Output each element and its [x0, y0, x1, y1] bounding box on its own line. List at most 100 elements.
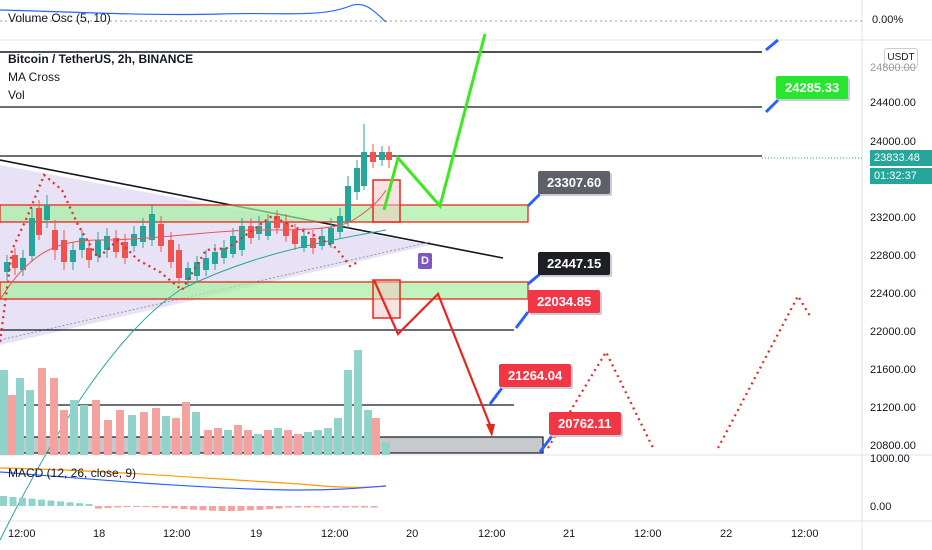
volume-bar — [234, 425, 242, 455]
candle-body — [379, 152, 385, 160]
price-axis-21600: 21600.00 — [870, 364, 916, 376]
volume-bar — [182, 402, 190, 455]
volume-bar — [334, 418, 342, 455]
macd-histogram-bar — [123, 506, 131, 508]
time-label: 12:00 — [634, 528, 662, 540]
candle-body — [86, 248, 92, 260]
vol-label[interactable]: Vol — [8, 88, 25, 102]
macd-histogram-bar — [38, 499, 45, 506]
macd-histogram-bar — [247, 506, 254, 511]
volume-bar — [152, 408, 160, 455]
volume-bar — [324, 428, 332, 455]
candle-body — [113, 238, 119, 252]
candle-body — [265, 222, 271, 236]
volume-bar — [224, 430, 232, 455]
ma-cross-label[interactable]: MA Cross — [8, 70, 61, 84]
macd-histogram-bar — [304, 506, 311, 508]
candle-body — [361, 152, 367, 186]
red-projection — [372, 279, 494, 431]
time-label: 20 — [406, 528, 419, 540]
callout-22034[interactable]: 22034.85 — [528, 290, 601, 313]
candle-body — [79, 238, 85, 250]
macd-title[interactable]: MACD (12, 26, close, 9) — [8, 466, 137, 480]
macd-histogram-bar — [370, 506, 378, 508]
volume-osc-legend: Volume Osc (5, 10) — [8, 9, 111, 27]
callout-23307[interactable]: 23307.60 — [538, 171, 611, 194]
volume-bar — [372, 418, 380, 455]
support-zone — [0, 204, 529, 223]
candle-body — [328, 228, 334, 244]
candle-body — [354, 168, 360, 192]
macd-histogram-bar — [104, 506, 112, 508]
macd-histogram-bar — [285, 506, 292, 508]
candle-body — [61, 240, 67, 262]
macd-histogram-bar — [313, 506, 321, 508]
volume-bar — [60, 410, 68, 455]
macd-histogram-bar — [266, 506, 273, 510]
currency-button[interactable]: USDT — [884, 48, 918, 68]
candle-body — [194, 262, 200, 276]
macd-histogram-bar — [237, 506, 245, 511]
candle-body — [212, 252, 218, 264]
candle-body — [310, 238, 316, 248]
volume-bar — [104, 420, 112, 455]
callout-20762[interactable]: 20762.11 — [549, 412, 621, 435]
candle-body — [158, 224, 164, 246]
volume-bar — [264, 430, 272, 455]
time-label: 19 — [250, 528, 263, 540]
volume-bar — [38, 368, 46, 455]
volume-bar — [192, 412, 200, 455]
time-label: 12:00 — [791, 528, 819, 540]
candle-body — [52, 230, 58, 250]
candle-body — [36, 208, 42, 235]
callout-22447[interactable]: 22447.15 — [538, 252, 611, 275]
volume-bar — [254, 434, 262, 455]
macd-histogram-bar — [19, 497, 26, 506]
candle-body — [319, 236, 325, 246]
price-axis-21200: 21200.00 — [870, 402, 916, 414]
callout-pointer — [514, 311, 530, 329]
macd-histogram-bar — [114, 506, 121, 508]
time-label: 22 — [720, 528, 733, 540]
volume-bar — [204, 430, 212, 455]
volume-bar — [0, 370, 8, 455]
volume-bar — [344, 370, 352, 455]
current-price-tag: 23833.48 — [870, 150, 932, 166]
macd-line — [0, 471, 387, 491]
callout-pointer — [765, 38, 779, 52]
macd-histogram-bar — [275, 506, 283, 509]
green-projection — [382, 33, 487, 211]
volume-bar — [8, 395, 16, 455]
callout-24285[interactable]: 24285.33 — [776, 76, 849, 99]
dividend-badge[interactable]: D — [418, 253, 432, 269]
volume-axis-label: 1000.00 — [870, 453, 910, 465]
macd-histogram-bar — [28, 498, 36, 506]
callout-pointer — [526, 192, 542, 208]
price-axis-24400: 24400.00 — [870, 97, 916, 109]
macd-histogram-bar — [323, 506, 330, 508]
callout-pointer — [527, 272, 541, 286]
candle-body — [131, 234, 137, 246]
macd-axis-label: 0.00 — [870, 501, 892, 513]
macd-histogram-bar — [218, 506, 226, 511]
candle-body — [44, 205, 50, 220]
macd-histogram-bar — [199, 506, 207, 511]
symbol-title[interactable]: Bitcoin / TetherUS, 2h, BINANCE — [8, 52, 194, 66]
dotted-future-path — [717, 293, 811, 449]
candle-body — [140, 226, 146, 242]
macd-histogram-bar — [171, 506, 178, 509]
candle-body — [370, 152, 376, 162]
candle-body — [292, 230, 298, 244]
main-legend: Bitcoin / TetherUS, 2h, BINANCE MA Cross… — [8, 50, 193, 104]
callout-21264[interactable]: 21264.04 — [499, 364, 572, 387]
volume-bar — [16, 378, 24, 455]
price-axis-24000: 24000.00 — [870, 136, 916, 148]
macd-histogram-bar — [76, 503, 83, 506]
support-zone — [0, 281, 529, 300]
macd-histogram-bar — [9, 496, 17, 506]
price-axis-22400: 22400.00 — [870, 288, 916, 300]
volume-bar — [26, 390, 34, 455]
macd-histogram-bar — [85, 504, 93, 506]
